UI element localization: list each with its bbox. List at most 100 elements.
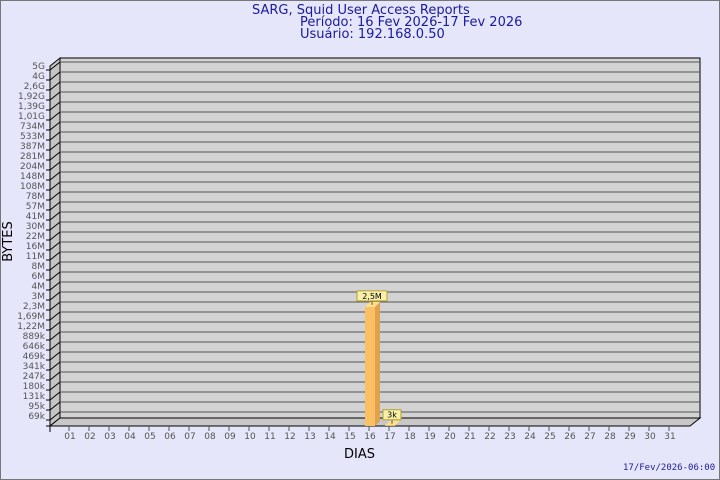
- y-tick-slant: [49, 321, 61, 331]
- x-tick-label: 09: [224, 432, 236, 442]
- bar-16: [365, 306, 375, 426]
- y-tick-slant: [49, 351, 61, 361]
- y-tick-slant: [49, 201, 61, 211]
- y-tick-slant: [49, 141, 61, 151]
- x-tick-label: 31: [664, 432, 675, 442]
- bar-side-17: [395, 420, 400, 426]
- y-tick-label: 41M: [26, 212, 45, 222]
- y-tick-label: 16M: [26, 242, 45, 252]
- x-tick-label: 01: [64, 432, 75, 442]
- x-tick-label: 16: [364, 432, 376, 442]
- y-tick-label: 1,92G: [18, 92, 45, 102]
- y-tick-label: 1,69M: [17, 312, 45, 322]
- y-tick-slant: [49, 161, 61, 171]
- y-tick-label: 387M: [20, 142, 45, 152]
- y-tick-slant: [49, 171, 61, 181]
- y-tick-label: 204M: [20, 162, 45, 172]
- chart-subtitle-user: Usuário: 192.168.0.50: [300, 27, 445, 42]
- data-label: 2,5M: [362, 292, 382, 301]
- x-tick-label: 12: [284, 432, 295, 442]
- y-tick-slant: [49, 71, 61, 81]
- y-tick-label: 533M: [20, 132, 45, 142]
- x-tick-label: 03: [104, 432, 115, 442]
- y-tick-label: 469k: [23, 352, 46, 362]
- x-tick-label: 23: [504, 432, 515, 442]
- x-tick-label: 07: [184, 432, 195, 442]
- y-tick-label: 341k: [23, 362, 46, 372]
- y-tick-label: 1,39G: [18, 102, 45, 112]
- y-tick-label: 108M: [20, 182, 45, 192]
- y-tick-label: 2,6G: [24, 82, 45, 92]
- y-tick-label: 247k: [23, 372, 46, 382]
- y-tick-slant: [49, 331, 61, 341]
- x-tick-label: 11: [264, 432, 275, 442]
- y-tick-slant: [49, 111, 61, 121]
- data-label-box: [382, 409, 402, 421]
- y-tick-slant: [49, 251, 61, 261]
- y-tick-slant: [49, 311, 61, 321]
- y-tick-slant: [49, 401, 61, 411]
- y-tick-label: 5G: [32, 62, 45, 72]
- y-tick-label: 646k: [23, 342, 46, 352]
- chart-subtitle-period: Período: 16 Fev 2026-17 Fev 2026: [300, 15, 523, 30]
- y-tick-slant: [49, 241, 61, 251]
- x-tick-label: 15: [344, 432, 355, 442]
- y-tick-label: 3M: [32, 292, 46, 302]
- y-tick-slant: [49, 411, 61, 421]
- y-tick-label: 1,01G: [18, 112, 45, 122]
- x-tick-label: 26: [564, 432, 576, 442]
- x-tick-label: 06: [164, 432, 176, 442]
- y-tick-slant: [49, 371, 61, 381]
- y-tick-label: 11M: [26, 252, 45, 262]
- y-tick-label: 57M: [26, 202, 45, 212]
- y-tick-slant: [49, 211, 61, 221]
- y-tick-slant: [49, 151, 61, 161]
- y-tick-slant: [49, 121, 61, 131]
- x-axis-label: DIAS: [344, 447, 375, 462]
- footer-timestamp: 17/Fev/2026-06:00: [623, 463, 716, 473]
- y-tick-slant: [49, 361, 61, 371]
- x-tick-label: 14: [324, 432, 336, 442]
- x-tick-label: 17: [384, 432, 395, 442]
- y-tick-label: 180k: [23, 382, 46, 392]
- y-tick-label: 148M: [20, 172, 45, 182]
- y-tick-slant: [49, 131, 61, 141]
- y-tick-slant: [49, 281, 61, 291]
- y-tick-slant: [49, 271, 61, 281]
- y-tick-label: 22M: [26, 232, 45, 242]
- y-tick-label: 78M: [26, 192, 45, 202]
- y-tick-label: 281M: [20, 152, 45, 162]
- y-tick-label: 30M: [26, 222, 45, 232]
- y-tick-slant: [49, 181, 61, 191]
- y-tick-label: 4G: [32, 72, 45, 82]
- y-tick-label: 131k: [23, 392, 46, 402]
- y-tick-slant: [49, 101, 61, 111]
- y-tick-slant: [49, 221, 61, 231]
- y-tick-label: 95k: [28, 402, 45, 412]
- x-tick-label: 22: [484, 432, 495, 442]
- bar-side-16: [375, 301, 380, 426]
- y-tick-label: 2,3M: [23, 302, 45, 312]
- x-tick-label: 13: [304, 432, 315, 442]
- x-tick-label: 02: [84, 432, 95, 442]
- x-tick-label: 04: [124, 432, 136, 442]
- y-tick-slant: [49, 301, 61, 311]
- chart-title: SARG, Squid User Access Reports: [252, 3, 470, 18]
- x-tick-label: 08: [204, 432, 216, 442]
- data-label-box: [356, 290, 388, 302]
- y-tick-slant: [49, 191, 61, 201]
- x-tick-label: 29: [624, 432, 636, 442]
- y-tick-slant: [49, 231, 61, 241]
- y-tick-slant: [49, 261, 61, 271]
- y-tick-slant: [49, 91, 61, 101]
- y-tick-label: 6M: [32, 272, 46, 282]
- data-label: 3k: [387, 411, 397, 420]
- x-tick-label: 21: [464, 432, 475, 442]
- x-tick-label: 20: [444, 432, 456, 442]
- x-tick-label: 24: [524, 432, 536, 442]
- x-tick-label: 10: [244, 432, 256, 442]
- x-tick-label: 19: [424, 432, 436, 442]
- y-tick-label: 734M: [20, 122, 45, 132]
- y-tick-slant: [49, 81, 61, 91]
